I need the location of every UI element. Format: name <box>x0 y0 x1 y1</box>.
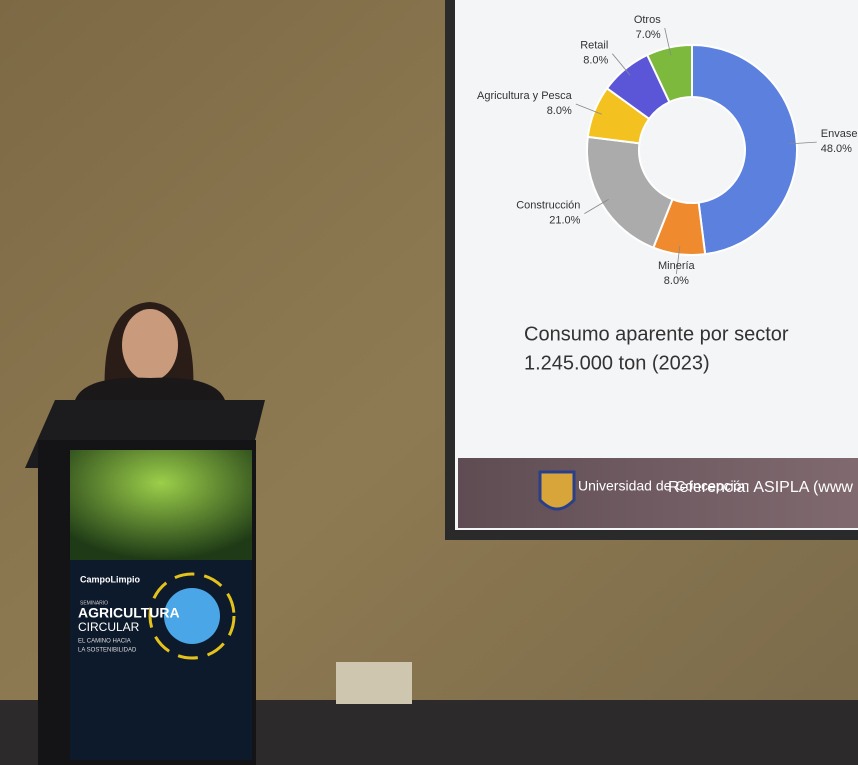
leader-line <box>584 199 609 214</box>
face <box>122 309 178 381</box>
slice-value: 7.0% <box>636 29 661 41</box>
reference: Referencia: ASIPLA (www <box>668 479 853 496</box>
tagline2: LA SOSTENIBILIDAD <box>78 648 137 654</box>
slice-label: Agricultura y Pesca <box>477 90 573 102</box>
slice-label: Envases <box>821 128 858 140</box>
slice-value: 21.0% <box>549 215 580 227</box>
donut-slice <box>691 43 798 256</box>
earth-icon <box>164 588 220 644</box>
slice-value: 48.0% <box>821 143 852 155</box>
university-logo <box>538 470 576 511</box>
slice-value: 8.0% <box>583 55 608 67</box>
leader-line <box>575 103 602 115</box>
leader-line <box>788 141 817 145</box>
event-line2: CIRCULAR <box>78 620 140 634</box>
leader-line <box>675 246 681 275</box>
brand: CampoLimpio <box>80 574 141 584</box>
slice-label: Construcción <box>516 200 580 212</box>
plant-image <box>70 450 252 560</box>
torso <box>75 377 225 400</box>
monitor-box <box>336 662 412 704</box>
chart-subtitle: 1.245.000 ton (2023) <box>524 352 710 374</box>
slide-footer <box>458 458 858 528</box>
slice-label: Minería <box>658 260 696 272</box>
university-name: Universidad de Concepción <box>578 478 749 494</box>
slice-value: 8.0% <box>547 105 572 117</box>
slice-label: Otros <box>634 14 661 26</box>
cycle-ring <box>148 572 236 660</box>
chart-title: Consumo aparente por sector <box>524 323 789 345</box>
kicker: SEMINARIO <box>80 600 108 606</box>
leader-line <box>664 27 672 56</box>
event-line1: AGRICULTURA <box>78 605 180 621</box>
donut-chart: Envases 48.0% Minería 8.0% Construcción 21.0%… <box>477 14 858 287</box>
slice-value: 8.0% <box>664 275 689 287</box>
tagline1: EL CAMINO HACIA <box>78 639 131 645</box>
donut-slice <box>645 43 693 104</box>
slice-label: Retail <box>580 40 608 52</box>
donut-slice <box>586 135 674 249</box>
leader-line <box>612 53 631 76</box>
